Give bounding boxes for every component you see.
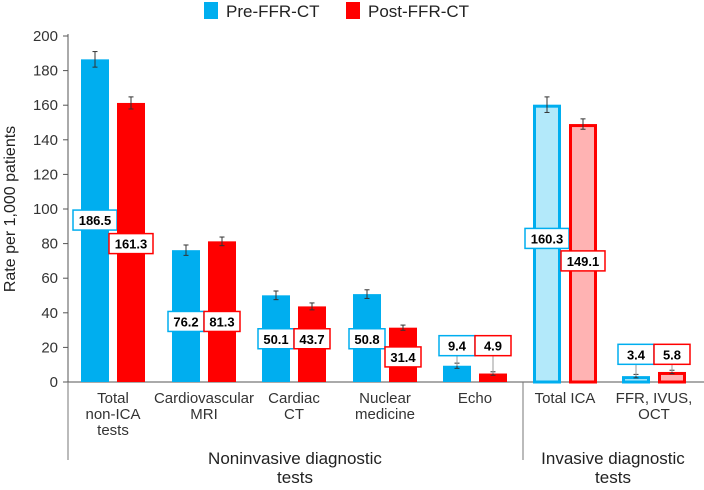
group-label: Noninvasive diagnostic: [208, 449, 382, 468]
x-category-label: non-ICA: [85, 406, 140, 423]
data-label-box: [108, 232, 154, 255]
data-label-box: [348, 328, 386, 350]
data-label: 50.1: [263, 332, 288, 347]
x-category-label: MRI: [190, 406, 218, 423]
legend-swatch-1: [346, 2, 360, 19]
x-category-label: medicine: [355, 406, 415, 423]
x-category-label: Cardiac: [268, 390, 320, 407]
bar-post-ffr-ct-6: [658, 371, 686, 384]
data-label: 5.8: [663, 347, 681, 362]
y-axis-title: Rate per 1,000 patients: [2, 126, 19, 292]
data-label-box: [560, 250, 606, 272]
x-category-label: FFR, IVUS,: [616, 390, 693, 407]
data-label: 9.4: [448, 339, 467, 354]
legend-swatch-0: [204, 2, 218, 19]
data-label-box: [474, 334, 512, 357]
data-label-box: [384, 346, 422, 368]
data-label: 31.4: [390, 350, 416, 365]
data-label: 149.1: [567, 254, 600, 269]
legend-label-0: Pre-FFR-CT: [226, 2, 319, 21]
data-label: 76.2: [173, 314, 198, 329]
x-category-label: OCT: [638, 406, 670, 423]
y-tick-label: 160: [33, 97, 58, 114]
y-tick-label: 40: [41, 305, 58, 322]
y-tick-label: 200: [33, 28, 58, 45]
y-tick-label: 100: [33, 201, 58, 218]
x-category-label: Total ICA: [535, 390, 596, 407]
data-label: 186.5: [79, 213, 112, 228]
y-tick-label: 60: [41, 270, 58, 287]
x-category-label: tests: [97, 422, 129, 439]
data-label: 3.4: [627, 347, 646, 362]
y-tick-label: 80: [41, 236, 58, 253]
x-category-label: Echo: [458, 390, 492, 407]
x-category-label: Cardiovascular: [154, 390, 254, 407]
x-category-label: Nuclear: [359, 390, 411, 407]
x-category-label: Total: [97, 390, 129, 407]
y-tick-label: 0: [50, 374, 58, 391]
data-label: 161.3: [115, 237, 148, 252]
x-category-label: CT: [284, 406, 304, 423]
data-label-box: [293, 328, 331, 350]
bar-pre-ffr-ct-4: [443, 365, 471, 382]
data-label: 81.3: [209, 314, 234, 329]
data-label: 50.8: [354, 332, 379, 347]
data-label-box: [203, 310, 241, 333]
data-label: 160.3: [531, 231, 564, 246]
data-label: 4.9: [484, 339, 502, 354]
y-tick-label: 120: [33, 166, 58, 183]
y-tick-label: 140: [33, 132, 58, 149]
y-tick-label: 20: [41, 339, 58, 356]
group-label: Invasive diagnostic: [541, 449, 685, 468]
y-tick-label: 180: [33, 63, 58, 80]
group-label: tests: [277, 468, 313, 485]
data-label-box: [653, 343, 691, 366]
legend-label-1: Post-FFR-CT: [368, 2, 469, 21]
group-label: tests: [595, 468, 631, 485]
bar-post-ffr-ct-4: [479, 373, 507, 382]
data-label: 43.7: [299, 332, 324, 347]
